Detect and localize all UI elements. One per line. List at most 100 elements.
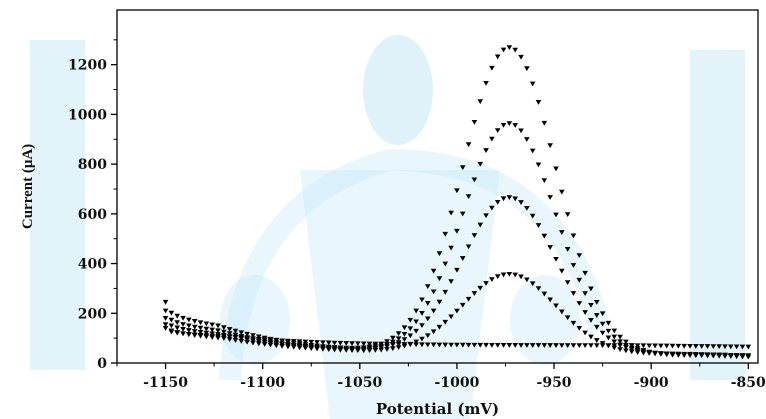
data-point	[209, 331, 215, 337]
data-point	[483, 281, 489, 286]
watermark-arc	[219, 148, 611, 381]
data-point	[593, 313, 600, 318]
data-point	[232, 338, 239, 343]
data-point	[448, 245, 454, 251]
data-point	[197, 325, 204, 331]
plot-frame	[116, 9, 759, 364]
data-point	[588, 318, 594, 323]
data-point	[395, 331, 402, 337]
data-point	[617, 342, 623, 348]
data-point	[564, 247, 571, 252]
data-point	[191, 329, 198, 334]
data-point	[413, 342, 419, 348]
x-tick-label: -900	[634, 375, 669, 391]
data-point	[658, 351, 664, 357]
data-point	[232, 328, 239, 334]
data-point	[168, 323, 175, 329]
data-point	[576, 253, 583, 258]
data-point	[623, 342, 629, 348]
data-point	[489, 65, 495, 71]
data-point	[454, 342, 460, 348]
data-point	[477, 99, 484, 105]
data-point	[238, 336, 245, 342]
data-point	[617, 334, 623, 340]
data-point	[442, 231, 449, 237]
data-point	[611, 345, 618, 351]
data-point	[471, 342, 478, 348]
x-tick-label: -1050	[337, 375, 382, 391]
data-point	[628, 343, 635, 349]
data-point	[489, 277, 495, 283]
data-point	[180, 315, 186, 321]
data-point	[634, 343, 641, 349]
data-point	[448, 314, 454, 320]
data-point	[576, 343, 583, 349]
data-point	[465, 296, 472, 302]
data-point	[244, 335, 250, 341]
data-point	[611, 328, 618, 334]
data-point	[197, 333, 204, 339]
data-point	[331, 340, 338, 346]
data-point	[588, 334, 594, 340]
data-point	[477, 222, 484, 228]
data-point	[500, 122, 507, 128]
data-point	[209, 335, 215, 340]
y-tick-label: 600	[78, 207, 107, 223]
data-point	[442, 289, 449, 295]
data-point	[174, 325, 181, 331]
data-point	[623, 339, 629, 345]
data-point	[535, 286, 542, 292]
data-point	[215, 332, 221, 337]
data-point	[634, 346, 641, 351]
data-point	[250, 333, 256, 339]
data-point	[424, 342, 431, 348]
data-point	[529, 81, 536, 87]
data-point	[221, 336, 227, 341]
data-point	[506, 343, 513, 348]
data-point	[576, 277, 583, 283]
data-point	[209, 322, 215, 328]
data-point	[232, 335, 239, 341]
x-axis-title: Potential (mV)	[376, 400, 499, 418]
data-point	[442, 342, 449, 348]
data-point	[593, 343, 600, 349]
data-point	[459, 302, 466, 308]
data-point	[500, 343, 507, 348]
data-point	[494, 274, 501, 280]
data-point	[658, 343, 664, 349]
data-point	[459, 342, 466, 348]
data-point	[605, 335, 612, 341]
data-point	[559, 268, 565, 274]
data-point	[576, 301, 583, 306]
data-point	[623, 348, 629, 354]
data-point	[343, 345, 350, 351]
x-tick-label: -950	[537, 375, 572, 391]
data-point	[663, 343, 670, 349]
data-point	[221, 329, 227, 335]
data-point	[384, 339, 390, 345]
data-point	[308, 342, 315, 348]
data-point	[221, 332, 227, 338]
data-point	[279, 338, 285, 344]
data-point	[250, 336, 256, 342]
data-point	[471, 177, 478, 183]
data-point	[442, 261, 449, 267]
data-point	[687, 353, 693, 358]
data-point	[524, 66, 530, 72]
data-point	[366, 341, 373, 347]
data-point	[174, 313, 181, 319]
data-point	[430, 289, 437, 295]
data-point	[419, 336, 425, 342]
data-point	[553, 212, 559, 218]
data-point	[337, 345, 344, 351]
data-point	[628, 349, 635, 355]
data-point	[617, 339, 623, 345]
data-point	[693, 353, 699, 358]
y-tick-label: 1200	[68, 58, 107, 74]
data-point	[401, 325, 408, 331]
data-point	[454, 267, 460, 273]
data-point	[436, 342, 443, 348]
data-point	[360, 345, 367, 351]
data-point	[553, 343, 559, 348]
